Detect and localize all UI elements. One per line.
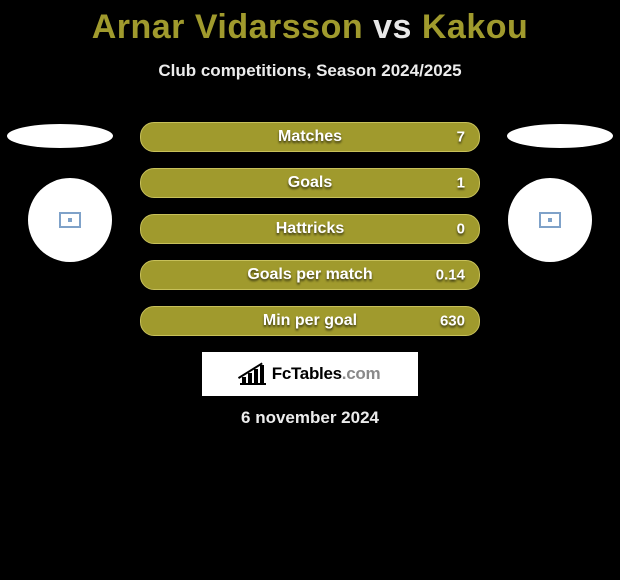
barchart-icon bbox=[240, 363, 266, 385]
stat-value: 0 bbox=[457, 221, 465, 238]
date-text: 6 november 2024 bbox=[0, 408, 620, 428]
logo-prefix: Fc bbox=[272, 364, 291, 383]
vs-separator: vs bbox=[373, 8, 412, 46]
player2-ellipse-icon bbox=[507, 124, 613, 148]
stat-label: Goals per match bbox=[247, 266, 372, 284]
player1-ellipse-icon bbox=[7, 124, 113, 148]
player1-name: Arnar Vidarsson bbox=[92, 8, 363, 46]
stat-row-matches: Matches 7 bbox=[140, 122, 480, 152]
stat-label: Goals bbox=[288, 174, 332, 192]
stat-value: 630 bbox=[440, 313, 465, 330]
player2-name: Kakou bbox=[422, 8, 528, 46]
subtitle: Club competitions, Season 2024/2025 bbox=[0, 61, 620, 81]
player1-avatar bbox=[28, 178, 112, 262]
player2-avatar bbox=[508, 178, 592, 262]
stats-bars: Matches 7 Goals 1 Hattricks 0 Goals per … bbox=[140, 122, 480, 352]
logo-main: Tables bbox=[291, 364, 342, 383]
stat-row-goals-per-match: Goals per match 0.14 bbox=[140, 260, 480, 290]
stat-value: 1 bbox=[457, 175, 465, 192]
placeholder-image-icon bbox=[59, 212, 81, 228]
stat-row-goals: Goals 1 bbox=[140, 168, 480, 198]
stat-value: 7 bbox=[457, 129, 465, 146]
stat-label: Hattricks bbox=[276, 220, 344, 238]
page-title: Arnar Vidarsson vs Kakou bbox=[0, 0, 620, 47]
logo-suffix: .com bbox=[342, 364, 380, 383]
stat-value: 0.14 bbox=[436, 267, 465, 284]
fctables-logo: FcTables.com bbox=[202, 352, 418, 396]
stat-row-hattricks: Hattricks 0 bbox=[140, 214, 480, 244]
stat-label: Matches bbox=[278, 128, 342, 146]
logo-text: FcTables.com bbox=[272, 364, 381, 384]
stat-row-min-per-goal: Min per goal 630 bbox=[140, 306, 480, 336]
placeholder-image-icon bbox=[539, 212, 561, 228]
stat-label: Min per goal bbox=[263, 312, 357, 330]
